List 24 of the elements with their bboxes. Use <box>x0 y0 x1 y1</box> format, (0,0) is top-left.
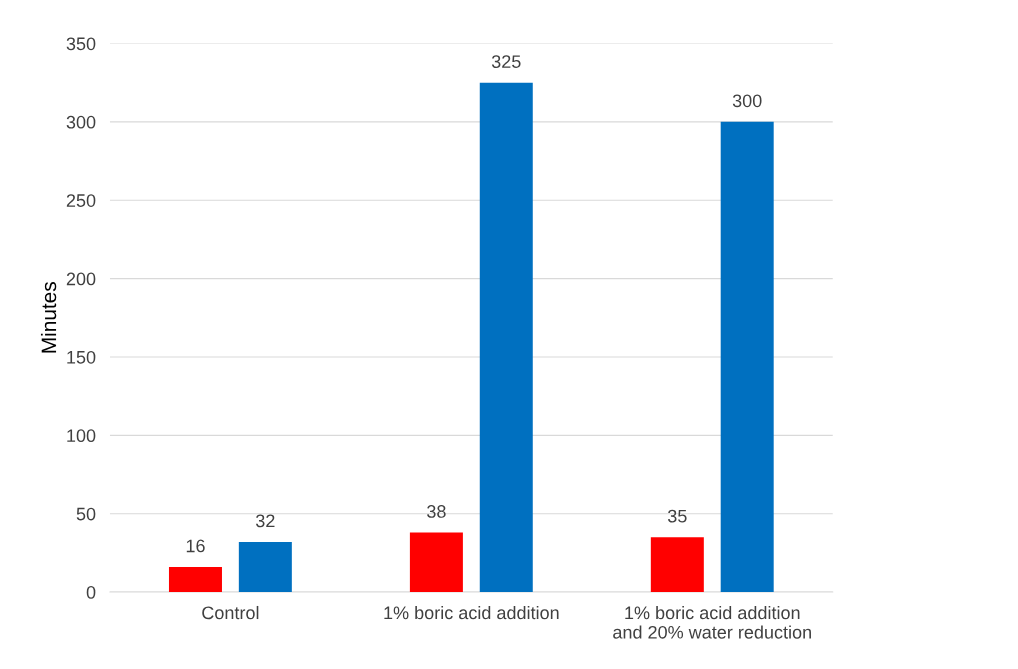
y-tick-label: 0 <box>86 586 96 599</box>
data-label: 300 <box>732 94 762 108</box>
data-label: 32 <box>255 514 275 528</box>
y-tick-label: 100 <box>67 429 96 443</box>
bar <box>168 566 222 593</box>
data-label: 16 <box>186 539 205 553</box>
data-label: 325 <box>491 55 521 68</box>
data-label: 38 <box>427 505 446 518</box>
bar <box>409 532 463 593</box>
y-tick-label: 50 <box>76 507 96 521</box>
x-tick-label: 1% boric acid addition and 20% water reduction <box>613 605 811 639</box>
y-tick-label: 300 <box>66 115 96 129</box>
bar <box>650 537 704 593</box>
y-tick-label: 150 <box>67 350 96 364</box>
x-tick-label: 1% boric acid addition <box>384 605 559 620</box>
y-tick-label: 200 <box>66 272 96 286</box>
bar <box>720 121 774 593</box>
bar <box>238 541 292 593</box>
x-tick-label: Control <box>202 605 259 620</box>
y-tick-label: 350 <box>66 37 96 51</box>
data-label: 35 <box>667 509 687 523</box>
y-axis-title: Minutes <box>40 282 57 353</box>
y-tick-label: 250 <box>66 194 96 207</box>
bar <box>479 82 533 593</box>
